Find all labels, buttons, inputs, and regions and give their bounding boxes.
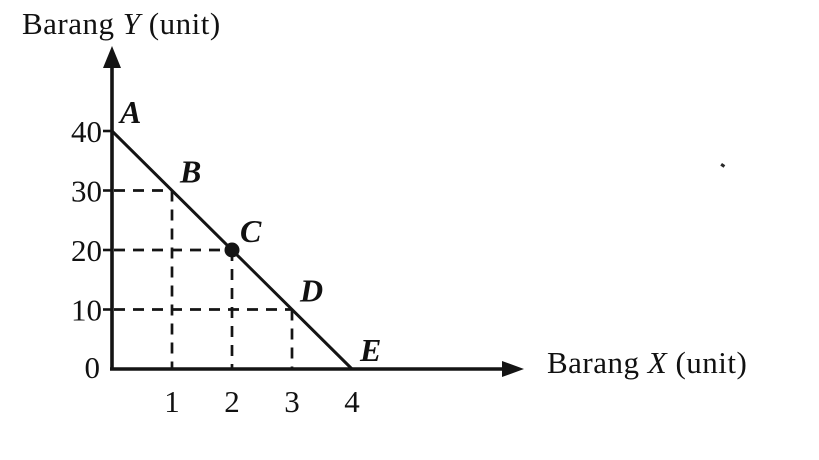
- point-label-d: D: [299, 273, 323, 309]
- point-label-b: B: [179, 154, 201, 190]
- y-tick-label-40: 40: [71, 114, 102, 149]
- y-tick-label-10: 10: [71, 293, 102, 328]
- x-axis-arrowhead: [502, 361, 524, 377]
- x-tick-label-4: 4: [344, 384, 360, 419]
- x-tick-label-2: 2: [224, 384, 240, 419]
- x-tick-label-3: 3: [284, 384, 300, 419]
- y-axis-arrowhead: [103, 46, 121, 68]
- x-axis-title: Barang X (unit): [547, 345, 748, 380]
- x-tick-label-1: 1: [164, 384, 180, 419]
- origin-label: 0: [85, 350, 101, 385]
- scan-speck-0: [720, 162, 726, 168]
- y-tick-label-20: 20: [71, 233, 102, 268]
- y-axis-title: Barang Y (unit): [22, 6, 221, 41]
- point-label-c: C: [240, 213, 262, 249]
- point-label-a: A: [118, 94, 141, 130]
- point-marker-c: [224, 242, 240, 258]
- point-label-e: E: [359, 332, 381, 368]
- y-tick-label-30: 30: [71, 174, 102, 209]
